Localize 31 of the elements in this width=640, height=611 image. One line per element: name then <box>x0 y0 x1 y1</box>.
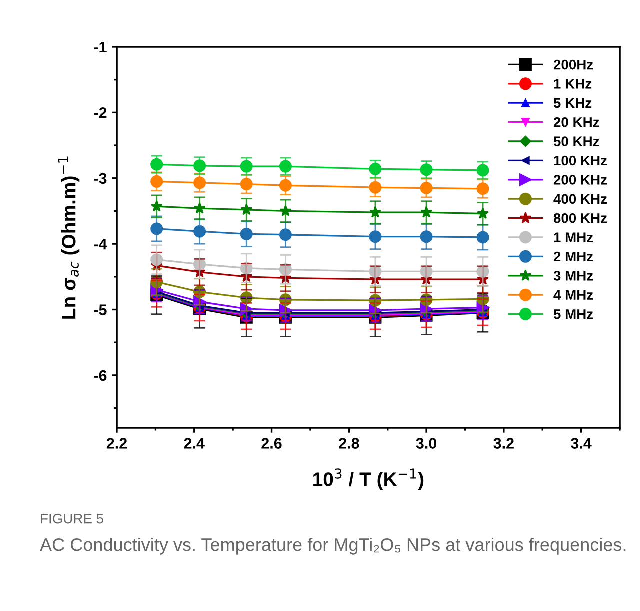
legend-label: 100 KHz <box>554 156 607 166</box>
x-tick-label: 2.8 <box>339 438 360 449</box>
x-tick-label: 2.6 <box>262 438 282 449</box>
legend-label: 1 KHz <box>554 79 592 89</box>
x-tick-label: 3.0 <box>416 438 437 449</box>
legend-label: 3 MHz <box>554 271 594 281</box>
legend-label: 800 KHz <box>554 213 607 224</box>
y-tick-label: -5 <box>94 304 107 316</box>
legend-label: 400 KHz <box>554 194 607 204</box>
y-tick-label: -6 <box>94 370 107 382</box>
x-tick-label: 2.4 <box>184 438 205 449</box>
x-tick-label: 2.2 <box>106 438 128 449</box>
legend-label: 200Hz <box>554 60 594 70</box>
legend-label: 1 MHz <box>554 232 594 242</box>
y-tick-label: -4 <box>94 239 108 250</box>
text: AC Conductivity vs. Temperature for MgTi₂O₅ NPs at various frequencies. <box>40 538 626 555</box>
y-tick-label: -3 <box>94 173 107 184</box>
legend-label: 200 KHz <box>554 175 607 185</box>
x-tick-label: 3.4 <box>571 438 592 449</box>
legend-label: 5 KHz <box>554 98 592 108</box>
y-axis-title: Ln σ$_{ac}$ (Ohm.m)$^{−1}$ <box>58 156 80 319</box>
legend-label: 2 MHz <box>554 252 594 262</box>
legend-label: 20 KHz <box>554 117 600 128</box>
legend-label: 4 MHz <box>554 290 594 300</box>
x-tick-label: 3.2 <box>494 438 514 449</box>
caption: FIGURE 5 <box>41 514 104 524</box>
x-axis-title: 10$^{3}$ / T (K$^{−1}$) <box>314 468 424 490</box>
legend-label: 50 KHz <box>554 136 600 146</box>
y-tick-label: -1 <box>94 42 107 53</box>
legend-label: 5 MHz <box>554 310 594 320</box>
y-tick-label: -2 <box>94 108 107 118</box>
